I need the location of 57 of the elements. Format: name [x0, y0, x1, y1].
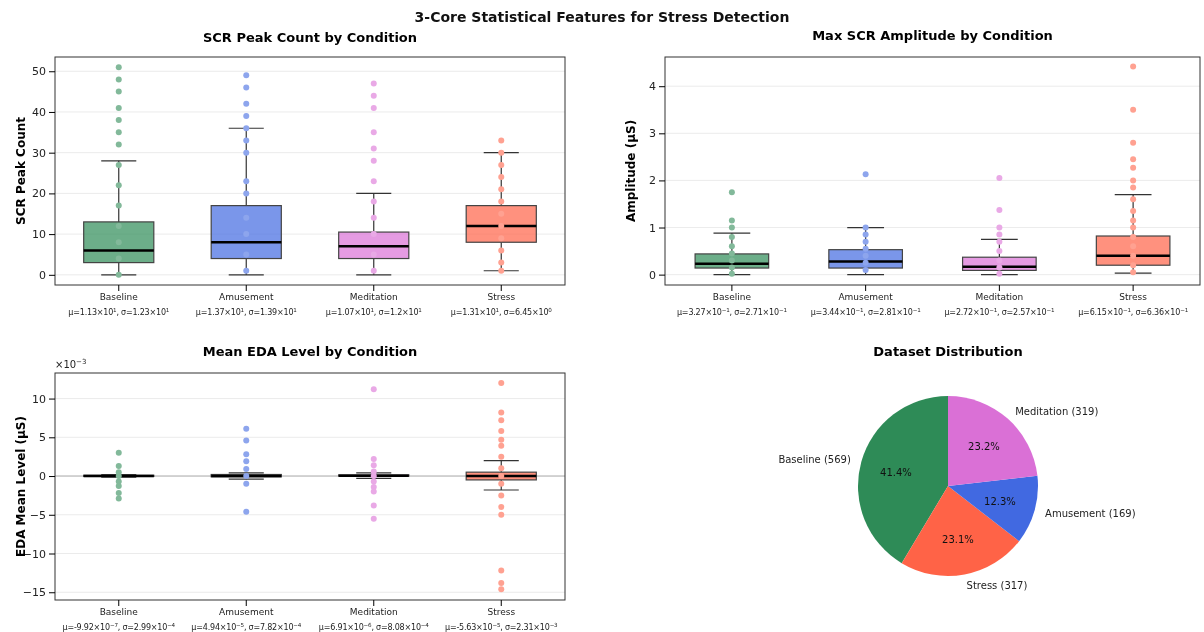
chart-title: Mean EDA Level by Condition [202, 344, 418, 359]
y-tick-label: 20 [32, 187, 46, 201]
text: μ=1.13×10$^{1}$, σ=1.23×10$^{1}$ [68, 307, 170, 317]
chart-title: Dataset Distribution [873, 344, 1023, 359]
y-tick-label: −15 [22, 586, 46, 600]
text: μ=3.44×10$^{−1}$, σ=2.81×10$^{−1}$ [810, 307, 922, 317]
data-label: 12.3% [984, 495, 1016, 507]
x-tick-label: Baseline [712, 292, 752, 303]
text: μ=-5.63×10$^{−5}$, σ=2.31×10$^{−3}$ [445, 622, 559, 632]
slice-label: Baseline (569) [778, 454, 851, 466]
y-axis-title: Amplitude (μS) [624, 119, 638, 223]
text: μ=2.72×10$^{−1}$, σ=2.57×10$^{−1}$ [944, 307, 1055, 317]
text: μ=-9.92×10$^{−7}$, σ=2.99×10$^{−4}$ [62, 622, 176, 632]
y-tick-label: 2 [649, 174, 656, 188]
x-tick-label: Meditation [975, 292, 1024, 303]
x-tick-label: Baseline [99, 607, 139, 618]
x-tick-label: Amusement [838, 292, 894, 303]
x-tick-label: Baseline [99, 292, 139, 303]
text: μ=1.31×10$^{1}$, σ=6.45×10$^{0}$ [450, 307, 553, 317]
chart-title: SCR Peak Count by Condition [202, 30, 418, 45]
y-tick-label: 40 [32, 105, 46, 119]
slice-label: Stress (317) [966, 580, 1028, 592]
slice-label: Amusement (169) [1045, 508, 1136, 520]
pie-slice [901, 486, 1020, 576]
y-tick-label: 0 [39, 268, 46, 282]
text: 3-Core Statistical Features for Stress Detection [414, 9, 790, 25]
text: ×10$^{−3}$ [55, 358, 87, 370]
y-tick-label: 10 [32, 392, 46, 406]
data-label: 23.2% [968, 440, 1000, 452]
y-tick-label: 30 [32, 146, 46, 160]
y-tick-label: 50 [32, 65, 46, 79]
data-label: 23.1% [942, 534, 974, 546]
slice-label: Meditation (319) [1015, 405, 1099, 417]
x-tick-label: Meditation [349, 607, 398, 618]
text: μ=6.15×10$^{−1}$, σ=6.36×10$^{−1}$ [1078, 307, 1189, 317]
x-tick-label: Stress [487, 292, 516, 303]
x-tick-label: Amusement [219, 292, 274, 303]
y-tick-label: 0 [39, 470, 46, 484]
chart-title: Max SCR Amplitude by Condition [812, 28, 1053, 43]
y-tick-label: 1 [649, 221, 656, 235]
y-tick-label: 3 [649, 127, 656, 141]
y-tick-label: 5 [39, 431, 46, 445]
text: μ=3.27×10$^{−1}$, σ=2.71×10$^{−1}$ [676, 307, 788, 317]
x-tick-label: Stress [487, 607, 516, 618]
x-tick-label: Amusement [219, 607, 274, 618]
text: μ=1.07×10$^{1}$, σ=1.2×10$^{1}$ [325, 307, 423, 317]
text: μ=1.37×10$^{1}$, σ=1.39×10$^{1}$ [195, 307, 298, 317]
y-tick-label: 10 [32, 228, 46, 242]
y-tick-label: −5 [29, 508, 46, 522]
text: μ=6.91×10$^{−6}$, σ=8.08×10$^{−4}$ [318, 622, 430, 632]
data-label: 41.4% [880, 466, 912, 478]
x-tick-label: Meditation [349, 292, 398, 303]
y-axis-title: SCR Peak Count [14, 116, 28, 225]
y-tick-label: 0 [649, 268, 656, 282]
y-tick-label: 4 [649, 80, 656, 94]
x-tick-label: Stress [1119, 292, 1148, 303]
text: μ=4.94×10$^{−5}$, σ=7.82×10$^{−4}$ [191, 622, 302, 632]
